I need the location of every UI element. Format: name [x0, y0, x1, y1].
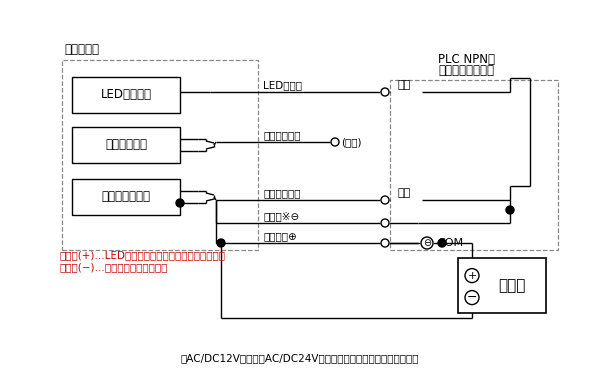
Circle shape	[506, 206, 514, 214]
Bar	[72, 127, 180, 163]
Circle shape	[217, 239, 225, 247]
Text: +: +	[467, 271, 476, 280]
Text: COM: COM	[437, 238, 463, 248]
Text: トランジスタ出力: トランジスタ出力	[438, 64, 494, 77]
Circle shape	[465, 268, 479, 283]
Text: ブザーユニット: ブザーユニット	[101, 190, 151, 204]
Text: (省略): (省略)	[341, 137, 361, 147]
Text: LED信号線: LED信号線	[263, 80, 302, 90]
Text: LEDユニット: LEDユニット	[101, 88, 151, 102]
Bar	[458, 258, 546, 313]
Text: −: −	[467, 291, 477, 304]
Circle shape	[465, 291, 479, 304]
Circle shape	[381, 219, 389, 227]
Text: 点滅用共通線: 点滅用共通線	[263, 130, 301, 140]
Circle shape	[381, 239, 389, 247]
Circle shape	[176, 199, 184, 207]
Bar	[72, 179, 180, 215]
Circle shape	[381, 196, 389, 204]
Text: PLC NPN型: PLC NPN型	[438, 53, 495, 66]
Circle shape	[381, 88, 389, 96]
Circle shape	[421, 237, 433, 249]
Text: ブザー信号線: ブザー信号線	[263, 188, 301, 198]
Text: 積層信号灯: 積層信号灯	[64, 43, 99, 56]
Text: 点滅ユニット: 点滅ユニット	[105, 138, 147, 152]
Text: 出力: 出力	[397, 188, 410, 198]
Circle shape	[331, 138, 339, 146]
Bar	[390, 80, 558, 250]
Text: ⊖: ⊖	[423, 238, 431, 248]
Text: 出力: 出力	[397, 80, 410, 90]
Text: 電源線(−)…点滅ユニットの電源線: 電源線(−)…点滅ユニットの電源線	[60, 262, 169, 272]
Text: 電源線※⊖: 電源線※⊖	[263, 211, 299, 221]
Circle shape	[438, 239, 446, 247]
Text: 電　源: 電 源	[499, 279, 526, 294]
Text: 電源線(+)…LEDユニットとブザーユニットの電源線: 電源線(+)…LEDユニットとブザーユニットの電源線	[60, 250, 226, 260]
Text: （AC/DC12V、およびAC/DC24Vタイプの点灯・ブザー時の配線例）: （AC/DC12V、およびAC/DC24Vタイプの点灯・ブザー時の配線例）	[181, 353, 419, 363]
Bar	[62, 60, 258, 250]
Text: 電源線　⊕: 電源線 ⊕	[263, 231, 297, 241]
Bar	[72, 77, 180, 113]
